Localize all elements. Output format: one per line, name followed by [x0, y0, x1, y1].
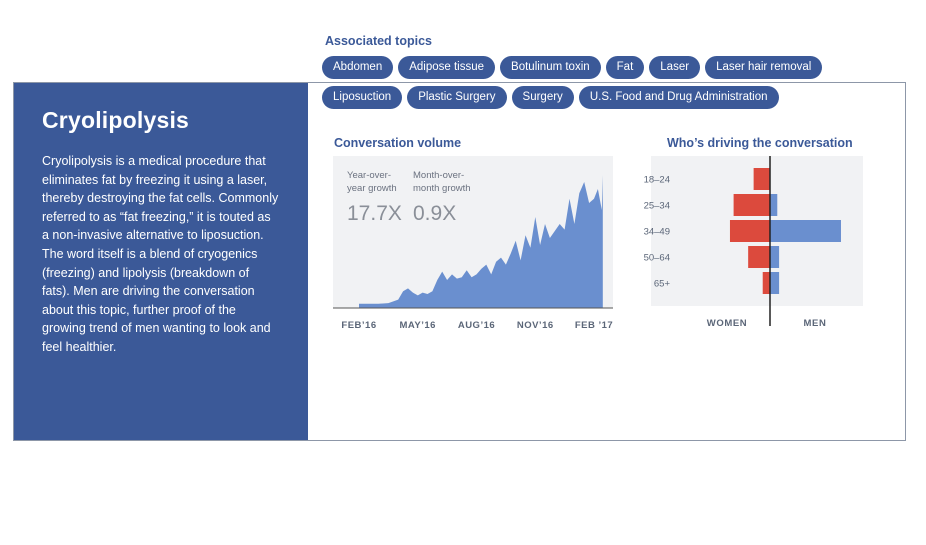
men-bar [770, 194, 778, 216]
stat-label: month growth [413, 183, 471, 194]
women-bar [753, 168, 770, 190]
age-label: 25–34 [644, 201, 670, 212]
stat-label: Month-over- [413, 170, 464, 181]
gender-labels: WOMEN MEN [707, 318, 827, 329]
x-ticks: FEB’16 MAY’16 AUG’16 NOV’16 FEB ’17 [341, 320, 613, 331]
topic-pill-adipose-tissue[interactable]: Adipose tissue [398, 56, 496, 79]
age-label: 65+ [654, 279, 671, 290]
demographics-chart: 18–24 25–34 34–49 50–64 65+ WOMEN MEN [644, 156, 863, 329]
age-label: 50–64 [644, 253, 670, 264]
growth-stats: Year-over-year growth 17.7X Month-over-mon… [347, 170, 471, 225]
topic-pill-plastic-surgery[interactable]: Plastic Surgery [407, 86, 507, 109]
women-bar [762, 272, 770, 294]
stat-value: 0.9X [413, 202, 456, 225]
volume-area [359, 175, 603, 308]
topic-panel: Cryolipolysis Cryolipolysis is a medical… [14, 83, 308, 440]
topic-row: Liposuction Plastic Surgery Surgery U.S. Fo… [322, 86, 842, 109]
associated-topics-title: Associated topics [325, 34, 432, 48]
topic-pill-abdomen[interactable]: Abdomen [322, 56, 394, 79]
topic-pill-u-s-food-and-drug-administration[interactable]: U.S. Food and Drug Administration [578, 86, 779, 109]
who-driving-title: Who’s driving the conversation [667, 136, 853, 150]
topic-pill-surgery[interactable]: Surgery [511, 86, 574, 109]
stat-value: 17.7X [347, 202, 402, 225]
x-tick-label: MAY’16 [400, 320, 436, 331]
topic-row: Abdomen Adipose tissue Botulinum toxin Fat L… [322, 56, 842, 79]
men-bar [770, 220, 841, 242]
series-label: WOMEN [707, 318, 747, 329]
stat-label: Year-over- [347, 170, 391, 181]
associated-topics: Abdomen Adipose tissue Botulinum toxin Fat L… [322, 56, 842, 116]
demographic-bars [729, 168, 841, 294]
men-bar [770, 272, 780, 294]
x-tick-label: FEB’16 [341, 320, 376, 331]
stat-label: year growth [347, 183, 397, 194]
topic-title: Cryolipolysis [42, 107, 190, 133]
topic-pill-laser[interactable]: Laser [649, 56, 701, 79]
women-bar [748, 246, 770, 268]
age-labels: 18–24 25–34 34–49 50–64 65+ [644, 175, 671, 290]
topic-description: Cryolipolysis is a medical procedure tha… [42, 154, 279, 354]
age-label: 18–24 [644, 175, 670, 186]
x-tick-label: AUG’16 [458, 320, 495, 331]
conversation-volume-chart: Year-over-year growth 17.7X Month-over-mon… [333, 156, 613, 331]
men-bar [770, 246, 780, 268]
series-label: MEN [804, 318, 827, 329]
topic-pill-laser-hair-removal[interactable]: Laser hair removal [705, 56, 823, 79]
topic-pill-botulinum-toxin[interactable]: Botulinum toxin [500, 56, 601, 79]
women-bar [733, 194, 770, 216]
x-tick-label: FEB ’17 [575, 320, 613, 331]
women-bar [729, 220, 770, 242]
topic-pill-fat[interactable]: Fat [605, 56, 645, 79]
topic-pill-liposuction[interactable]: Liposuction [322, 86, 403, 109]
conversation-volume-title: Conversation volume [334, 136, 462, 150]
x-tick-label: NOV’16 [517, 320, 554, 331]
age-label: 34–49 [644, 227, 670, 238]
